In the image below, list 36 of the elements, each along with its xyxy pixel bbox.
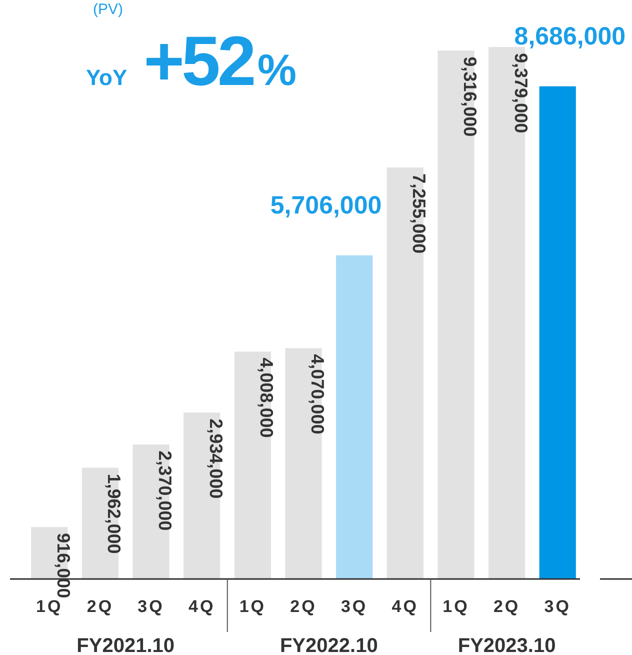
bar: [132, 444, 170, 579]
x-tick-label: 4Q: [188, 597, 216, 616]
bar: [184, 412, 220, 579]
data-label: 9,379,000: [510, 53, 531, 134]
data-label: 916,000: [53, 533, 74, 598]
text: (PV): [93, 1, 124, 18]
annotation: YoY +52%: [86, 22, 296, 100]
bar: [488, 47, 526, 579]
x-tick-label: 4Q: [392, 597, 418, 616]
x-tick-label: 2Q: [290, 597, 317, 616]
bar: [539, 86, 576, 579]
data-label: 4,070,000: [308, 354, 328, 434]
data-label: 7,255,000: [409, 173, 430, 254]
x-tick-label: 1Q: [239, 597, 266, 616]
x-tick-label: 3Q: [138, 597, 164, 616]
data-label: 2,934,000: [206, 418, 226, 499]
data-label: 1,962,000: [104, 474, 124, 554]
text: FY2023.10: [458, 635, 556, 655]
bar: [234, 352, 271, 579]
data-label: 2,370,000: [155, 450, 176, 531]
bar: [438, 50, 474, 579]
x-tick-label: 3Q: [544, 597, 571, 616]
x-tick-label: 2Q: [493, 597, 520, 616]
x-tick-label: 1Q: [442, 597, 470, 616]
x-tick-label: 1Q: [36, 597, 63, 616]
data-label: 4,008,000: [256, 358, 277, 438]
bar: [285, 348, 322, 579]
x-tick-label: 2Q: [86, 597, 114, 616]
data-label: 8,686,000: [514, 22, 626, 50]
data-label: 5,706,000: [270, 191, 382, 220]
text: FY2021.10: [76, 635, 175, 655]
text: FY2022.10: [280, 635, 378, 655]
data-label: 9,316,000: [460, 56, 480, 137]
bar: [336, 255, 373, 579]
x-tick-label: 3Q: [340, 597, 368, 616]
bar: [386, 167, 424, 579]
